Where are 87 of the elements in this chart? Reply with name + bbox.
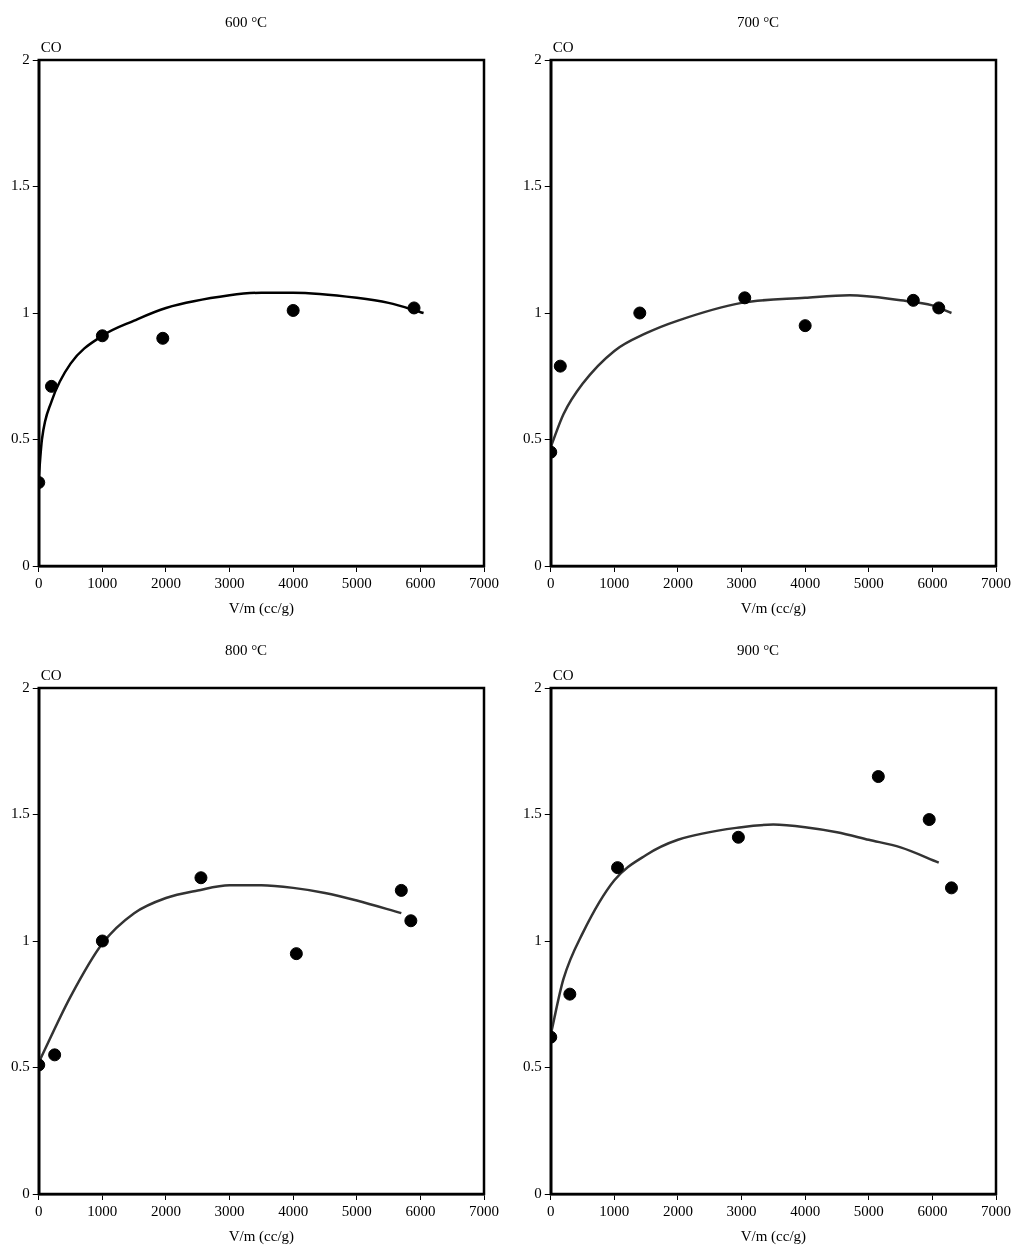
- point: [738, 291, 752, 305]
- y-tick-label: 1: [22, 303, 30, 320]
- x-tick-label: 7000: [981, 1202, 1011, 1219]
- y-axis-title: CO: [552, 39, 574, 56]
- y-tick-label: 2: [22, 50, 30, 67]
- x-axis-title: V/m (cc/g): [740, 1227, 807, 1245]
- y-tick-label: 0.5: [11, 1058, 30, 1075]
- point: [194, 871, 208, 885]
- point: [798, 319, 812, 333]
- y-tick-label: 0.5: [523, 430, 542, 447]
- point: [906, 293, 920, 307]
- x-tick-label: 5000: [853, 574, 884, 591]
- x-tick-label: 5000: [341, 1202, 372, 1219]
- y-tick-label: 2: [22, 678, 30, 695]
- x-tick-label: 3000: [726, 574, 757, 591]
- point: [394, 883, 408, 897]
- y-axis-title: CO: [40, 667, 62, 684]
- x-tick-label: 4000: [790, 1202, 821, 1219]
- y-tick-label: 1.5: [523, 177, 542, 194]
- x-tick-label: 2000: [662, 574, 693, 591]
- point: [871, 770, 885, 784]
- chart-title: 900 °C: [736, 641, 780, 658]
- x-tick-label: 4000: [790, 574, 821, 591]
- x-tick-label: 7000: [981, 574, 1011, 591]
- x-axis-title: V/m (cc/g): [228, 1227, 295, 1245]
- x-tick-label: 6000: [405, 574, 436, 591]
- chart-title: 700 °C: [736, 13, 780, 30]
- x-tick-label: 6000: [405, 1202, 436, 1219]
- point: [95, 329, 109, 343]
- x-tick-label: 3000: [726, 1202, 757, 1219]
- point: [407, 301, 421, 315]
- point: [633, 306, 647, 320]
- x-tick-label: 4000: [278, 574, 309, 591]
- x-tick-label: 2000: [150, 574, 181, 591]
- x-tick-label: 0: [547, 574, 555, 591]
- point: [156, 331, 170, 345]
- y-tick-label: 0.5: [523, 1058, 542, 1075]
- x-axis-title: V/m (cc/g): [228, 599, 295, 617]
- x-tick-label: 7000: [469, 574, 499, 591]
- x-tick-label: 3000: [214, 574, 245, 591]
- chart-title: 600 °C: [224, 13, 268, 30]
- y-tick-label: 1: [22, 931, 30, 948]
- y-tick-label: 0: [22, 556, 30, 573]
- point: [944, 881, 958, 895]
- y-tick-label: 2: [534, 678, 542, 695]
- point: [932, 301, 946, 315]
- y-tick-label: 0: [534, 1184, 542, 1201]
- x-tick-label: 6000: [917, 1202, 948, 1219]
- y-tick-label: 1: [534, 303, 542, 320]
- chart-title: 800 °C: [224, 641, 268, 658]
- x-tick-label: 6000: [917, 574, 948, 591]
- point: [44, 379, 58, 393]
- y-tick-label: 1.5: [11, 805, 30, 822]
- x-tick-label: 1000: [599, 574, 630, 591]
- y-tick-label: 1: [534, 931, 542, 948]
- y-tick-label: 1.5: [11, 177, 30, 194]
- x-tick-label: 1000: [599, 1202, 630, 1219]
- point: [553, 359, 567, 373]
- x-tick-label: 4000: [278, 1202, 309, 1219]
- point: [731, 830, 745, 844]
- point: [563, 987, 577, 1001]
- x-tick-label: 0: [35, 1202, 43, 1219]
- y-axis-title: CO: [40, 39, 62, 56]
- x-axis-title: V/m (cc/g): [740, 599, 807, 617]
- x-tick-label: 7000: [469, 1202, 499, 1219]
- point: [404, 914, 418, 928]
- x-tick-label: 5000: [341, 574, 372, 591]
- x-tick-label: 1000: [87, 1202, 118, 1219]
- x-tick-label: 0: [35, 574, 43, 591]
- point: [48, 1048, 62, 1062]
- point: [95, 934, 109, 948]
- point: [922, 813, 936, 827]
- x-tick-label: 0: [547, 1202, 555, 1219]
- x-tick-label: 1000: [87, 574, 118, 591]
- x-tick-label: 3000: [214, 1202, 245, 1219]
- y-tick-label: 0.5: [11, 430, 30, 447]
- point: [611, 861, 625, 875]
- y-tick-label: 0: [22, 1184, 30, 1201]
- point: [286, 303, 300, 317]
- x-tick-label: 2000: [662, 1202, 693, 1219]
- x-tick-label: 5000: [853, 1202, 884, 1219]
- y-tick-label: 1.5: [523, 805, 542, 822]
- y-tick-label: 2: [534, 50, 542, 67]
- x-tick-label: 2000: [150, 1202, 181, 1219]
- y-tick-label: 0: [534, 556, 542, 573]
- point: [289, 947, 303, 961]
- y-axis-title: CO: [552, 667, 574, 684]
